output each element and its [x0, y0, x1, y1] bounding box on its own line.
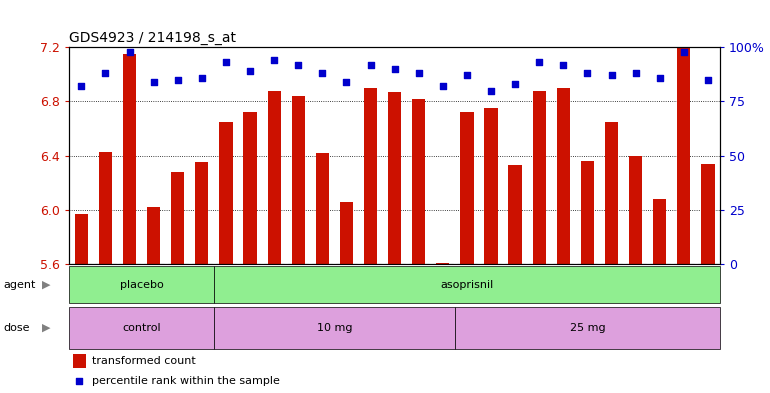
Point: [364, 61, 377, 68]
Point: [148, 79, 160, 85]
Bar: [147, 207, 160, 264]
Point: [629, 70, 641, 76]
Bar: [605, 122, 618, 264]
Bar: [460, 112, 474, 264]
Bar: [581, 161, 594, 264]
Bar: [557, 88, 570, 264]
Bar: [99, 152, 112, 264]
Text: control: control: [122, 323, 161, 333]
Bar: [75, 214, 88, 264]
Text: 25 mg: 25 mg: [570, 323, 605, 333]
Bar: [219, 122, 233, 264]
Point: [605, 72, 618, 79]
Text: GDS4923 / 214198_s_at: GDS4923 / 214198_s_at: [69, 31, 236, 45]
Bar: [72, 354, 85, 368]
Bar: [364, 88, 377, 264]
Point: [219, 59, 232, 66]
Text: placebo: placebo: [119, 279, 163, 290]
Bar: [196, 162, 209, 264]
Bar: [316, 153, 329, 264]
Point: [581, 70, 594, 76]
Bar: [267, 90, 281, 264]
Bar: [340, 202, 353, 264]
Bar: [388, 92, 401, 264]
Bar: [214, 307, 455, 349]
Text: agent: agent: [4, 279, 36, 290]
Point: [340, 79, 353, 85]
Text: transformed count: transformed count: [92, 356, 196, 366]
Bar: [292, 96, 305, 264]
Point: [678, 48, 690, 55]
Point: [75, 83, 88, 89]
Text: percentile rank within the sample: percentile rank within the sample: [92, 376, 280, 386]
Bar: [701, 164, 715, 264]
Bar: [171, 172, 184, 264]
Point: [99, 70, 112, 76]
Point: [701, 77, 714, 83]
Point: [533, 59, 545, 66]
Point: [123, 48, 136, 55]
Bar: [412, 99, 425, 264]
Bar: [436, 263, 450, 264]
Bar: [484, 108, 497, 264]
Bar: [653, 199, 666, 264]
Point: [509, 81, 521, 87]
Bar: [123, 54, 136, 264]
Point: [172, 77, 184, 83]
Bar: [677, 47, 691, 264]
Point: [316, 70, 329, 76]
Point: [388, 66, 400, 72]
Text: ▶: ▶: [42, 279, 51, 290]
Point: [557, 61, 570, 68]
Bar: [455, 307, 720, 349]
Text: dose: dose: [4, 323, 30, 333]
Point: [437, 83, 449, 89]
Bar: [508, 165, 522, 264]
Point: [268, 57, 280, 63]
Text: ▶: ▶: [42, 323, 51, 333]
Point: [292, 61, 304, 68]
Bar: [629, 156, 642, 264]
Bar: [69, 307, 214, 349]
Bar: [69, 266, 214, 303]
Text: asoprisnil: asoprisnil: [440, 279, 494, 290]
Text: 10 mg: 10 mg: [316, 323, 352, 333]
Bar: [243, 112, 256, 264]
Point: [485, 87, 497, 94]
Bar: [533, 90, 546, 264]
Point: [460, 72, 473, 79]
Point: [244, 68, 256, 74]
Bar: [214, 266, 720, 303]
Point: [654, 74, 666, 81]
Point: [413, 70, 425, 76]
Point: [196, 74, 208, 81]
Point: [73, 378, 85, 384]
